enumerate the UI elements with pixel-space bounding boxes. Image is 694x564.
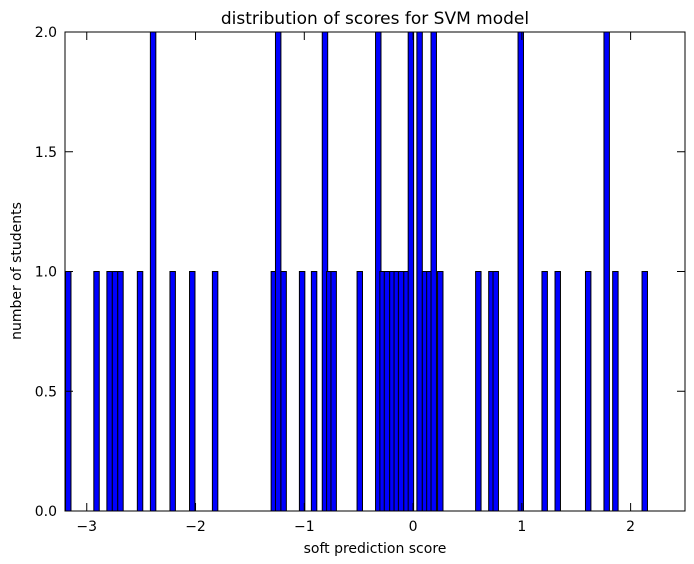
histogram-bar (612, 271, 619, 512)
histogram-bar (169, 271, 176, 512)
histogram-bar (584, 271, 592, 512)
histogram-bar (603, 31, 610, 512)
x-tick-label: 0 (409, 519, 418, 535)
bars-group (65, 31, 648, 512)
y-tick-label: 2.0 (35, 25, 57, 41)
histogram-bar (492, 271, 499, 512)
x-tick-label: −2 (185, 519, 206, 535)
x-tick-label: 2 (626, 519, 635, 535)
histogram-bar (136, 271, 144, 512)
histogram-bar (416, 31, 423, 512)
histogram-bar (641, 271, 648, 512)
histogram-bar (189, 271, 196, 512)
y-tick-label: 1.5 (35, 145, 57, 161)
y-tick-label: 0.0 (35, 504, 57, 520)
x-tick-label: 1 (517, 519, 526, 535)
histogram-bar (93, 271, 100, 512)
histogram-bar (554, 271, 561, 512)
histogram-bar (298, 271, 306, 512)
histogram-bar (106, 271, 113, 512)
histogram-bar (280, 271, 287, 512)
histogram-bar (517, 31, 524, 512)
y-tick-label: 0.5 (35, 384, 57, 400)
histogram-bar (407, 31, 415, 512)
y-axis-label: number of students (9, 202, 25, 340)
histogram-bar (117, 271, 124, 512)
histogram-bar (330, 271, 337, 512)
histogram-bar (356, 271, 363, 512)
x-tick-label: −3 (76, 519, 97, 535)
plot-background (65, 32, 685, 511)
histogram-bar (430, 31, 437, 512)
histogram-bar (397, 271, 405, 512)
histogram-bar (274, 31, 282, 512)
x-tick-label: −1 (294, 519, 315, 535)
y-tick-label: 1.0 (35, 265, 57, 281)
histogram-bar (475, 271, 482, 512)
plot-frame (64, 31, 686, 512)
histogram-bar (541, 271, 548, 512)
histogram-bar (111, 271, 119, 512)
histogram-bar (310, 271, 318, 512)
x-axis-label: soft prediction score (304, 541, 447, 557)
histogram-bar (149, 31, 157, 512)
histogram-bar (383, 271, 391, 512)
chart-title: distribution of scores for SVM model (221, 9, 529, 29)
histogram-bar (211, 271, 219, 512)
histogram-bar (437, 271, 444, 512)
x-ticks-group: −3 −2 −1 0 1 2 (76, 32, 635, 535)
